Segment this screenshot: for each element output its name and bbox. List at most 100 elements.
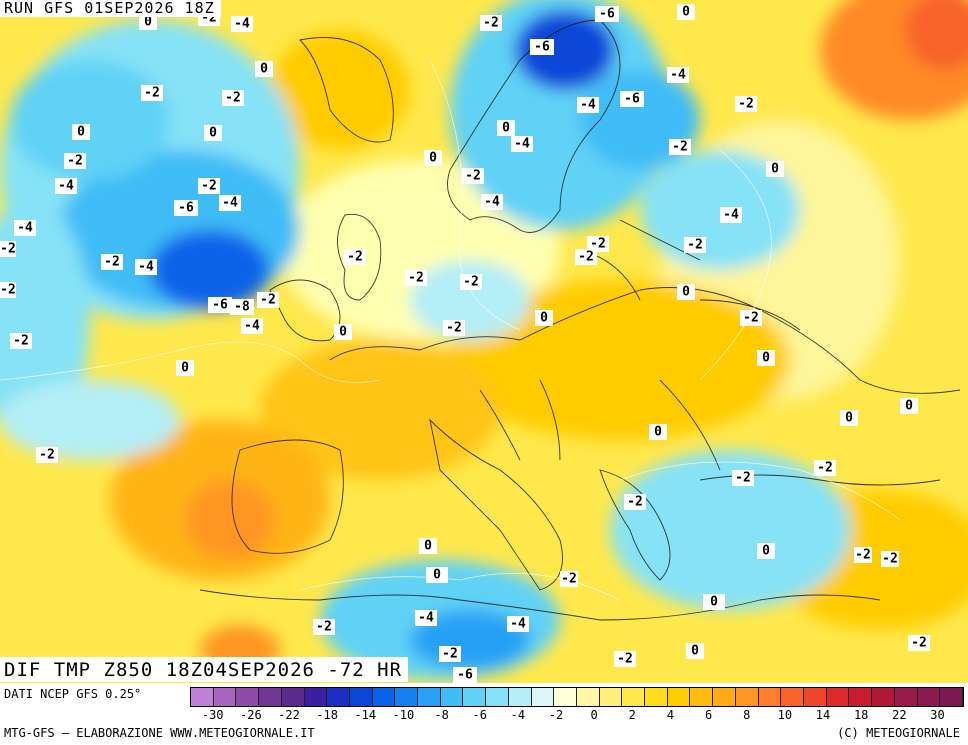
svg-text:-2: -2 (144, 86, 160, 101)
scale-tick-label: 14 (815, 708, 831, 722)
svg-text:-6: -6 (178, 201, 194, 216)
scale-swatch (599, 688, 623, 706)
scale-swatch (395, 688, 419, 706)
contour-label-29: -4 (14, 220, 36, 236)
contour-label-17: 0 (497, 120, 515, 136)
svg-text:0: 0 (144, 15, 152, 30)
contour-label-8: -2 (222, 90, 244, 106)
svg-text:-2: -2 (627, 495, 643, 510)
contour-label-53: -2 (36, 447, 58, 463)
scale-swatch (940, 688, 963, 706)
contour-label-66: -4 (415, 610, 437, 626)
svg-text:-2: -2 (743, 311, 759, 326)
contour-label-62: -2 (881, 551, 899, 567)
contour-label-55: -2 (814, 460, 836, 476)
scale-swatch (713, 688, 736, 706)
scale-swatch (281, 688, 305, 706)
contour-label-16: 0 (204, 125, 222, 141)
svg-text:0: 0 (771, 162, 779, 177)
contour-label-52: 0 (840, 410, 858, 426)
contour-label-69: -2 (908, 635, 930, 651)
svg-text:0: 0 (845, 411, 853, 426)
contour-label-37: -2 (460, 274, 482, 290)
scale-tick-label: -10 (392, 708, 415, 722)
contour-label-4: -2 (141, 85, 163, 101)
svg-text:-2: -2 (39, 448, 55, 463)
svg-text:0: 0 (905, 399, 913, 414)
svg-text:-4: -4 (244, 319, 260, 334)
svg-text:-4: -4 (58, 179, 74, 194)
svg-text:-4: -4 (510, 617, 526, 632)
contour-label-39: -6 (208, 297, 232, 313)
contour-label-56: -2 (732, 470, 754, 486)
svg-text:-6: -6 (599, 7, 615, 22)
contour-label-34: -2 (344, 249, 366, 265)
contour-label-41: -2 (0, 282, 16, 298)
contour-label-22: -4 (55, 178, 77, 194)
scale-swatch (781, 688, 804, 706)
contour-label-0: 0 (139, 14, 157, 30)
contour-label-31: -2 (684, 237, 706, 253)
scale-swatch (667, 688, 691, 706)
contour-label-23: -6 (174, 200, 198, 216)
contour-label-20: -4 (511, 136, 533, 152)
contour-label-3: 0 (255, 61, 273, 77)
svg-text:-4: -4 (484, 195, 500, 210)
scale-tick-label: 22 (892, 708, 907, 722)
contour-label-5: -6 (595, 6, 619, 22)
svg-text:-6: -6 (624, 92, 640, 107)
svg-text:-2: -2 (687, 238, 703, 253)
contour-label-19: 0 (424, 150, 442, 166)
contour-label-9: 0 (72, 124, 90, 140)
contour-label-13: -6 (620, 91, 644, 107)
scale-swatch (894, 688, 918, 706)
svg-text:0: 0 (540, 311, 548, 326)
scale-tick-label: -2 (548, 708, 564, 722)
svg-text:0: 0 (710, 595, 718, 610)
contour-label-73: -2 (439, 646, 461, 662)
contour-label-43: -2 (740, 310, 762, 326)
scale-swatch (803, 688, 827, 706)
contour-label-67: -2 (313, 619, 335, 635)
svg-text:-2: -2 (590, 237, 606, 252)
svg-text:0: 0 (691, 644, 699, 659)
scale-tick-label: 2 (628, 708, 636, 722)
svg-text:0: 0 (181, 361, 189, 376)
scale-swatch (690, 688, 714, 706)
svg-text:0: 0 (502, 121, 510, 136)
svg-text:-2: -2 (672, 140, 688, 155)
contour-label-21: -2 (198, 178, 220, 194)
svg-text:-4: -4 (418, 611, 434, 626)
scale-tick-label: -22 (278, 708, 300, 722)
svg-text:0: 0 (209, 126, 217, 141)
data-source-label: DATI NCEP GFS 0.25° (4, 687, 142, 701)
scale-swatch (622, 688, 646, 706)
svg-text:-2: -2 (561, 572, 577, 587)
scale-swatch (440, 688, 464, 706)
contour-label-36: -2 (405, 270, 427, 286)
contour-label-57: -2 (624, 494, 646, 510)
contour-label-60: 0 (757, 543, 775, 559)
contour-label-18: -2 (669, 139, 691, 155)
svg-text:-2: -2 (738, 97, 754, 112)
scale-swatch (917, 688, 941, 706)
contour-label-15: -2 (64, 153, 86, 169)
contour-label-45: 0 (535, 310, 553, 326)
contour-label-27: -4 (481, 194, 503, 210)
contour-label-40: -8 (230, 299, 254, 315)
svg-text:-2: -2 (465, 169, 481, 184)
scale-tick-label: 6 (704, 708, 713, 722)
svg-text:0: 0 (682, 285, 690, 300)
scale-tick-label: -6 (472, 708, 487, 722)
svg-text:0: 0 (762, 351, 770, 366)
contour-label-25: -2 (462, 168, 484, 184)
svg-text:-4: -4 (17, 221, 33, 236)
scale-tick-label: 18 (853, 708, 869, 722)
svg-text:-2: -2 (855, 548, 871, 563)
contour-label-49: 0 (334, 324, 352, 340)
contour-label-33: -2 (101, 254, 123, 270)
contour-label-6: 0 (677, 4, 695, 20)
svg-text:0: 0 (339, 325, 347, 340)
scale-swatch (418, 688, 441, 706)
contour-label-12: -2 (735, 96, 757, 112)
